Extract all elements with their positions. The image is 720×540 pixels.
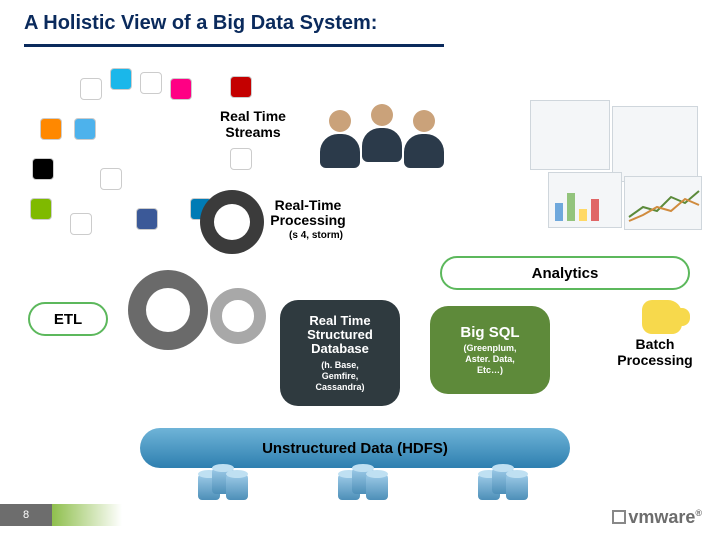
person-icon xyxy=(404,110,444,170)
bigsql-title: Big SQL xyxy=(460,324,519,341)
vmware-logo: vmware® xyxy=(612,507,702,528)
person-icon xyxy=(362,104,402,164)
hdfs-pill: Unstructured Data (HDFS) xyxy=(140,428,570,468)
rtdb-pill: Real TimeStructuredDatabase (h. Base,Gem… xyxy=(280,300,400,406)
analytics-label: Analytics xyxy=(532,265,599,282)
dashboard-panel xyxy=(612,106,698,182)
rtdb-title: Real TimeStructuredDatabase xyxy=(307,314,373,356)
bigsql-sub: (Greenplum,Aster. Data,Etc…) xyxy=(463,343,516,376)
batch-processing-label: BatchProcessing xyxy=(600,336,710,368)
dashboard-panel xyxy=(624,176,702,230)
real-time-processing-label: Real-TimeProcessing xyxy=(248,198,368,228)
page-number: 8 xyxy=(23,509,29,521)
etl-pill: ETL xyxy=(28,302,108,336)
gear-icon xyxy=(128,270,208,350)
hadoop-icon xyxy=(642,300,682,334)
gear-icon xyxy=(210,288,266,344)
analytics-pill: Analytics xyxy=(440,256,690,290)
dashboard-panel xyxy=(530,100,610,170)
dashboard-panel xyxy=(548,172,622,228)
person-icon xyxy=(320,110,360,170)
page-number-badge: 8 xyxy=(0,504,52,526)
etl-label: ETL xyxy=(54,311,82,328)
vmware-text: vmware xyxy=(628,507,695,527)
title-underline xyxy=(24,44,444,47)
hdfs-label: Unstructured Data (HDFS) xyxy=(262,440,448,457)
slide-title: A Holistic View of a Big Data System: xyxy=(24,12,377,35)
rtdb-sub: (h. Base,Gemfire,Cassandra) xyxy=(315,360,364,393)
real-time-streams-label: Real TimeStreams xyxy=(198,108,308,140)
footer-accent xyxy=(52,504,122,526)
bigsql-pill: Big SQL (Greenplum,Aster. Data,Etc…) xyxy=(430,306,550,394)
real-time-processing-sub: (s 4, storm) xyxy=(276,230,356,241)
